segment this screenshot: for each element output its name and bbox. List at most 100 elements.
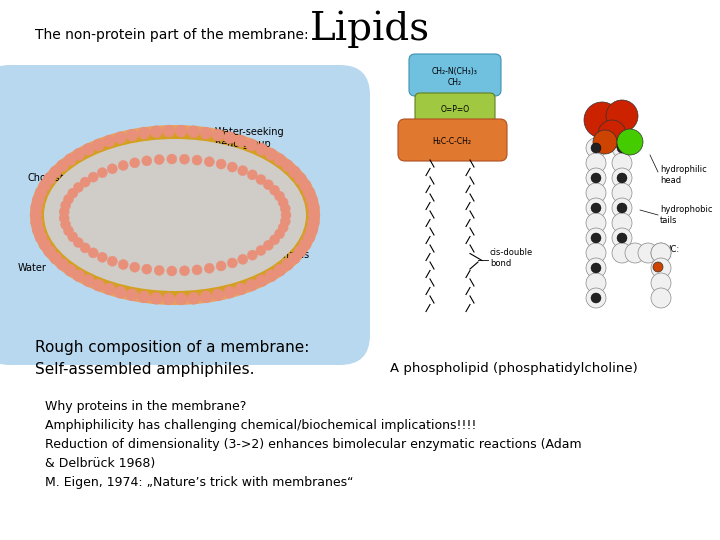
Circle shape (288, 252, 300, 264)
FancyBboxPatch shape (409, 54, 501, 96)
Circle shape (617, 173, 627, 183)
Circle shape (586, 138, 606, 158)
Text: O=P=O: O=P=O (441, 105, 469, 114)
Circle shape (138, 291, 150, 303)
Circle shape (274, 264, 286, 276)
Circle shape (586, 228, 606, 248)
Circle shape (163, 293, 175, 305)
Text: hydrophobic
tails: hydrophobic tails (660, 205, 713, 225)
Circle shape (264, 240, 274, 250)
Circle shape (63, 194, 73, 204)
Circle shape (179, 154, 189, 164)
Circle shape (246, 139, 258, 151)
Circle shape (32, 194, 44, 206)
Circle shape (150, 126, 162, 138)
Circle shape (246, 279, 258, 291)
Circle shape (114, 286, 127, 298)
Circle shape (35, 187, 47, 199)
Circle shape (97, 252, 107, 262)
Circle shape (39, 239, 51, 251)
Circle shape (278, 197, 288, 207)
Circle shape (248, 170, 257, 180)
Circle shape (212, 289, 224, 301)
Text: H₂C-C-CH₂: H₂C-C-CH₂ (433, 138, 472, 146)
Circle shape (651, 243, 671, 263)
Circle shape (64, 264, 76, 276)
Circle shape (586, 198, 606, 218)
Circle shape (92, 279, 104, 291)
Circle shape (586, 243, 606, 263)
Circle shape (294, 246, 306, 258)
Circle shape (612, 138, 632, 158)
FancyBboxPatch shape (0, 65, 370, 365)
Circle shape (299, 239, 311, 251)
Circle shape (228, 162, 238, 172)
Circle shape (138, 127, 150, 139)
Circle shape (68, 232, 78, 242)
Circle shape (97, 168, 107, 178)
Circle shape (282, 258, 294, 271)
Circle shape (80, 243, 90, 253)
Circle shape (591, 173, 601, 183)
Ellipse shape (44, 139, 306, 291)
Circle shape (617, 129, 643, 155)
Circle shape (264, 180, 274, 190)
Text: IC:: IC: (668, 246, 679, 254)
Circle shape (150, 292, 162, 304)
Circle shape (216, 159, 226, 169)
Circle shape (60, 200, 71, 211)
Text: & Delbrück 1968): & Delbrück 1968) (45, 457, 156, 470)
Circle shape (280, 204, 290, 214)
Circle shape (179, 266, 189, 276)
Circle shape (73, 269, 85, 282)
Circle shape (586, 183, 606, 203)
Circle shape (73, 148, 85, 160)
Circle shape (163, 125, 175, 137)
Circle shape (299, 179, 311, 192)
Text: Self-assembled amphiphiles.: Self-assembled amphiphiles. (35, 362, 254, 377)
Text: Fatty chains: Fatty chains (250, 250, 309, 260)
Circle shape (32, 224, 44, 236)
Circle shape (228, 258, 238, 268)
Circle shape (39, 179, 51, 192)
Circle shape (612, 228, 632, 248)
Circle shape (118, 260, 128, 269)
Circle shape (307, 217, 320, 228)
Circle shape (612, 153, 632, 173)
Ellipse shape (37, 132, 313, 298)
Circle shape (80, 177, 90, 187)
Circle shape (269, 235, 279, 245)
Circle shape (306, 194, 318, 206)
Circle shape (50, 252, 62, 264)
Circle shape (281, 210, 291, 220)
Circle shape (35, 231, 47, 244)
Circle shape (82, 275, 94, 287)
Circle shape (282, 160, 294, 172)
Circle shape (154, 154, 164, 165)
Circle shape (274, 229, 284, 239)
Circle shape (591, 203, 601, 213)
Circle shape (269, 185, 279, 195)
Text: Why proteins in the membrane?: Why proteins in the membrane? (45, 400, 246, 413)
Circle shape (68, 188, 78, 198)
Text: Lipids: Lipids (310, 10, 430, 48)
Circle shape (44, 246, 55, 258)
Circle shape (59, 213, 69, 223)
Circle shape (307, 201, 320, 213)
Circle shape (188, 126, 199, 138)
Circle shape (598, 120, 626, 148)
Circle shape (30, 201, 42, 213)
Circle shape (612, 183, 632, 203)
Circle shape (235, 135, 247, 147)
Circle shape (107, 164, 117, 174)
Circle shape (224, 286, 235, 298)
Circle shape (586, 213, 606, 233)
Circle shape (92, 139, 104, 151)
Circle shape (82, 143, 94, 156)
Circle shape (59, 207, 69, 217)
Circle shape (64, 154, 76, 166)
Circle shape (256, 143, 268, 156)
Circle shape (653, 262, 663, 272)
Circle shape (235, 283, 247, 295)
Circle shape (167, 266, 177, 276)
